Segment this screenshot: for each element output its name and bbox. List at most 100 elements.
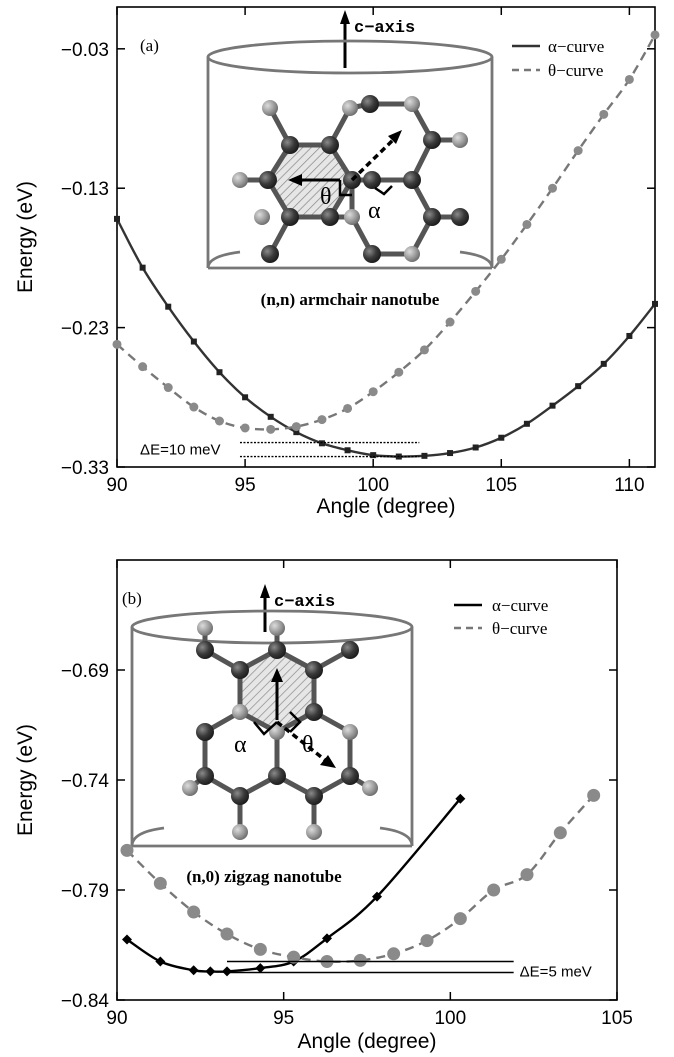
data-point <box>114 215 120 222</box>
c-axis-label: c−axis <box>354 19 415 38</box>
theta-label: θ <box>320 184 332 210</box>
data-point <box>496 254 506 264</box>
alpha-label: α <box>368 198 381 224</box>
x-tick-label: 90 <box>106 1008 127 1029</box>
molecule-atoms <box>182 620 378 840</box>
data-point <box>112 339 122 349</box>
molecule-atoms <box>232 95 469 263</box>
panel-a-ylabel: Energy (eV) <box>14 181 37 293</box>
data-point <box>523 420 530 427</box>
y-tick-label: −0.84 <box>61 991 110 1012</box>
data-point <box>138 362 148 372</box>
data-point <box>472 444 479 451</box>
cylinder-bottom-left <box>130 826 165 847</box>
data-point <box>153 876 167 890</box>
c-axis-arrowhead <box>340 10 350 24</box>
delta-e-label: ΔE=10 meV <box>140 442 220 459</box>
panel-a-plot-frame <box>116 6 656 468</box>
data-point <box>266 424 276 434</box>
data-point <box>165 303 172 310</box>
legend-alpha-label: α−curve <box>548 37 604 56</box>
data-point <box>553 826 567 840</box>
data-point <box>421 452 428 459</box>
cylinder-top-ellipse <box>206 39 494 75</box>
panel-a-nanotube-inset: c−axis <box>206 10 494 309</box>
theta-arrow <box>275 720 327 762</box>
x-tick-label: 100 <box>357 475 389 496</box>
data-point <box>447 450 454 457</box>
panel-a-xlabel: Angle (degree) <box>317 495 456 518</box>
data-point <box>453 912 467 926</box>
alpha-right-angle <box>253 721 278 736</box>
data-point <box>599 109 609 119</box>
legend-theta-label: θ−curve <box>548 61 603 80</box>
data-point <box>322 933 332 944</box>
data-point <box>205 966 216 977</box>
data-point <box>498 434 505 441</box>
y-tick-label: −0.74 <box>61 771 110 792</box>
panel-b-xlabel: Angle (degree) <box>298 1030 437 1053</box>
data-point <box>445 317 455 327</box>
data-point <box>163 383 173 393</box>
x-tick-label: 110 <box>614 475 644 496</box>
y-tick-label: −0.03 <box>61 40 109 61</box>
delta-e-label: ΔE=5 meV <box>520 964 592 981</box>
panel-a-label: (a) <box>140 36 159 55</box>
data-point <box>353 953 367 967</box>
data-point <box>214 416 224 426</box>
data-point <box>549 402 556 409</box>
data-point <box>344 447 351 454</box>
data-point <box>343 403 353 413</box>
panel-b-series <box>120 788 601 977</box>
data-point <box>267 413 274 420</box>
data-point <box>291 422 301 432</box>
data-point <box>394 367 404 377</box>
inset-caption: (n,n) armchair nanotube <box>261 290 440 309</box>
panel-b-annotation: ΔE=5 meV <box>227 960 592 981</box>
y-tick-label: −0.13 <box>61 179 109 200</box>
data-point <box>520 868 534 882</box>
panel-a-legend: α−curve θ−curve <box>512 37 604 80</box>
alpha-arrowhead <box>271 668 283 682</box>
data-point <box>287 950 301 964</box>
alpha-arrowhead <box>388 130 402 144</box>
data-point <box>216 369 223 376</box>
theta-right-angle <box>289 711 302 733</box>
panel-b-ylabel: Energy (eV) <box>14 724 37 836</box>
data-point <box>573 146 583 156</box>
data-point <box>455 793 466 804</box>
data-point <box>652 300 658 307</box>
legend-theta-label: θ−curve <box>492 619 547 638</box>
theta-arrowhead <box>320 755 336 768</box>
data-point <box>242 394 249 401</box>
data-point <box>255 963 266 974</box>
data-point <box>155 956 166 967</box>
data-point <box>420 934 434 948</box>
data-point <box>471 286 481 296</box>
data-point <box>548 183 558 193</box>
panel-a-annotation: ΔE=10 meV <box>140 442 420 459</box>
data-point <box>368 387 378 397</box>
data-point <box>120 843 134 857</box>
x-tick-label: 90 <box>106 475 127 496</box>
x-tick-label: 105 <box>485 475 517 496</box>
c-axis-arrowhead <box>260 584 270 598</box>
data-point <box>240 423 250 433</box>
data-point <box>387 947 401 961</box>
data-point <box>189 402 199 412</box>
data-point <box>317 415 327 425</box>
data-point <box>372 891 382 902</box>
series-line-alpha <box>126 797 462 973</box>
data-point <box>522 219 532 229</box>
panel-a-armchair-chart: (a) c−axis <box>14 6 660 518</box>
cylinder-bottom-left <box>206 250 241 269</box>
series-line-alpha <box>115 218 656 458</box>
cylinder-bottom-right <box>459 250 494 269</box>
panel-a-series <box>112 30 660 460</box>
data-point <box>600 360 607 367</box>
panel-b-legend: α−curve θ−curve <box>454 596 548 638</box>
data-point <box>650 30 660 40</box>
inset-caption: (n,0) zigzag nanotube <box>186 867 342 886</box>
theta-label: θ <box>302 732 314 758</box>
